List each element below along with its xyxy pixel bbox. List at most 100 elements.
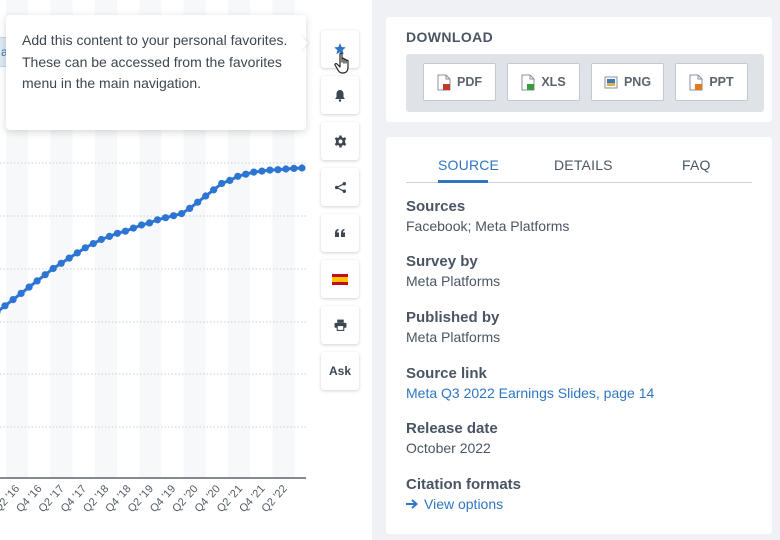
quote-icon (335, 229, 345, 237)
tooltip-text: Add this content to your personal favori… (22, 32, 288, 91)
data-point[interactable] (49, 264, 57, 273)
ppt-file-icon (689, 74, 703, 90)
tab-source[interactable]: SOURCE (438, 157, 500, 173)
ask-label: Ask (328, 364, 351, 378)
print-button[interactable] (321, 306, 359, 344)
download-xls-label: XLS (541, 75, 566, 89)
data-point[interactable] (9, 296, 17, 304)
sources-value: Facebook; Meta Platforms (406, 218, 570, 234)
source-link-label: Source link (406, 365, 487, 382)
published-label: Published by (406, 309, 500, 326)
data-point[interactable] (210, 186, 218, 194)
png-file-icon (604, 76, 618, 88)
data-point[interactable] (218, 179, 226, 188)
data-point[interactable] (202, 192, 210, 200)
data-point[interactable] (89, 240, 97, 248)
tab-details[interactable]: DETAILS (554, 157, 613, 173)
active-tab-indicator (438, 180, 488, 183)
data-point[interactable] (113, 229, 121, 237)
info-tabs: SOURCE DETAILS FAQ (406, 137, 752, 183)
printer-icon (334, 319, 346, 331)
survey-section: Survey by Meta Platforms (406, 253, 500, 289)
bell-icon (335, 89, 345, 102)
tooltip-arrow (299, 34, 308, 52)
language-button[interactable] (321, 260, 359, 298)
release-value: October 2022 (406, 440, 491, 456)
tab-faq[interactable]: FAQ (682, 157, 711, 173)
data-point[interactable] (274, 166, 282, 174)
share-icon (334, 181, 346, 193)
notification-button[interactable] (321, 76, 359, 114)
data-point[interactable] (194, 198, 202, 206)
citation-button[interactable] (321, 214, 359, 252)
download-png-button[interactable]: PNG (591, 63, 664, 101)
spanish-flag-icon (332, 273, 348, 285)
data-point[interactable] (57, 259, 65, 267)
pdf-file-icon (437, 74, 451, 90)
download-pdf-button[interactable]: PDF (423, 63, 496, 101)
data-point[interactable] (129, 224, 137, 232)
data-point[interactable] (65, 254, 73, 262)
data-point[interactable] (298, 164, 306, 172)
source-link[interactable]: Meta Q3 2022 Earnings Slides, page 14 (406, 385, 655, 401)
data-point[interactable] (266, 166, 274, 174)
data-point[interactable] (153, 216, 162, 224)
gear-icon (334, 135, 346, 147)
favorites-tooltip: Add this content to your personal favori… (6, 15, 306, 130)
data-point[interactable] (97, 235, 105, 244)
data-point[interactable] (41, 271, 49, 279)
data-point[interactable] (226, 176, 234, 184)
arrow-right-icon (406, 499, 418, 509)
sources-section: Sources Facebook; Meta Platforms (406, 198, 569, 234)
share-button[interactable] (321, 168, 359, 206)
data-point[interactable] (33, 277, 41, 285)
data-point[interactable] (186, 204, 194, 212)
data-point[interactable] (242, 170, 250, 178)
data-point[interactable] (1, 302, 9, 310)
data-point[interactable] (290, 164, 298, 172)
xls-file-icon (521, 74, 535, 90)
download-xls-button[interactable]: XLS (507, 63, 580, 101)
data-point[interactable] (0, 308, 1, 315)
data-point[interactable] (121, 227, 129, 235)
download-ppt-label: PPT (709, 75, 734, 89)
data-point[interactable] (105, 232, 113, 240)
data-point[interactable] (170, 212, 178, 220)
download-title: DOWNLOAD (406, 29, 494, 45)
citation-section: Citation formats View options (406, 476, 521, 512)
download-card: DOWNLOAD PDF XLS PNG (386, 17, 772, 122)
published-section: Published by Meta Platforms (406, 309, 500, 345)
sources-label: Sources (406, 198, 466, 215)
data-point[interactable] (137, 221, 146, 229)
data-point[interactable] (234, 172, 242, 180)
view-options-link[interactable]: View options (406, 496, 521, 512)
ask-button[interactable]: Ask (321, 352, 359, 390)
download-ppt-button[interactable]: PPT (675, 63, 748, 101)
citation-label: Citation formats (406, 476, 522, 493)
info-card: SOURCE DETAILS FAQ Sources Facebook; Met… (386, 137, 772, 534)
release-section: Release date October 2022 (406, 420, 498, 456)
star-icon (334, 43, 346, 55)
data-point[interactable] (250, 168, 258, 176)
source-link-section: Source link Meta Q3 2022 Earnings Slides… (406, 365, 654, 401)
data-point[interactable] (282, 165, 290, 173)
settings-button[interactable] (321, 122, 359, 160)
download-png-label: PNG (623, 75, 652, 89)
data-point[interactable] (81, 244, 89, 252)
survey-value: Meta Platforms (406, 273, 501, 289)
data-point[interactable] (25, 283, 33, 291)
hand-cursor-icon (334, 52, 349, 74)
data-point[interactable] (162, 214, 170, 222)
chart-header-text: a (1, 45, 8, 59)
data-point[interactable] (145, 219, 154, 227)
download-pdf-label: PDF (457, 75, 482, 89)
x-tick-label: Q2 '22 (259, 483, 289, 515)
data-point[interactable] (178, 210, 186, 218)
data-point[interactable] (258, 167, 266, 175)
survey-label: Survey by (406, 253, 478, 270)
data-point[interactable] (17, 289, 25, 297)
view-options-label: View options (424, 496, 504, 512)
release-label: Release date (406, 420, 498, 437)
download-bar: PDF XLS PNG PPT (406, 54, 764, 112)
data-point[interactable] (73, 249, 81, 257)
